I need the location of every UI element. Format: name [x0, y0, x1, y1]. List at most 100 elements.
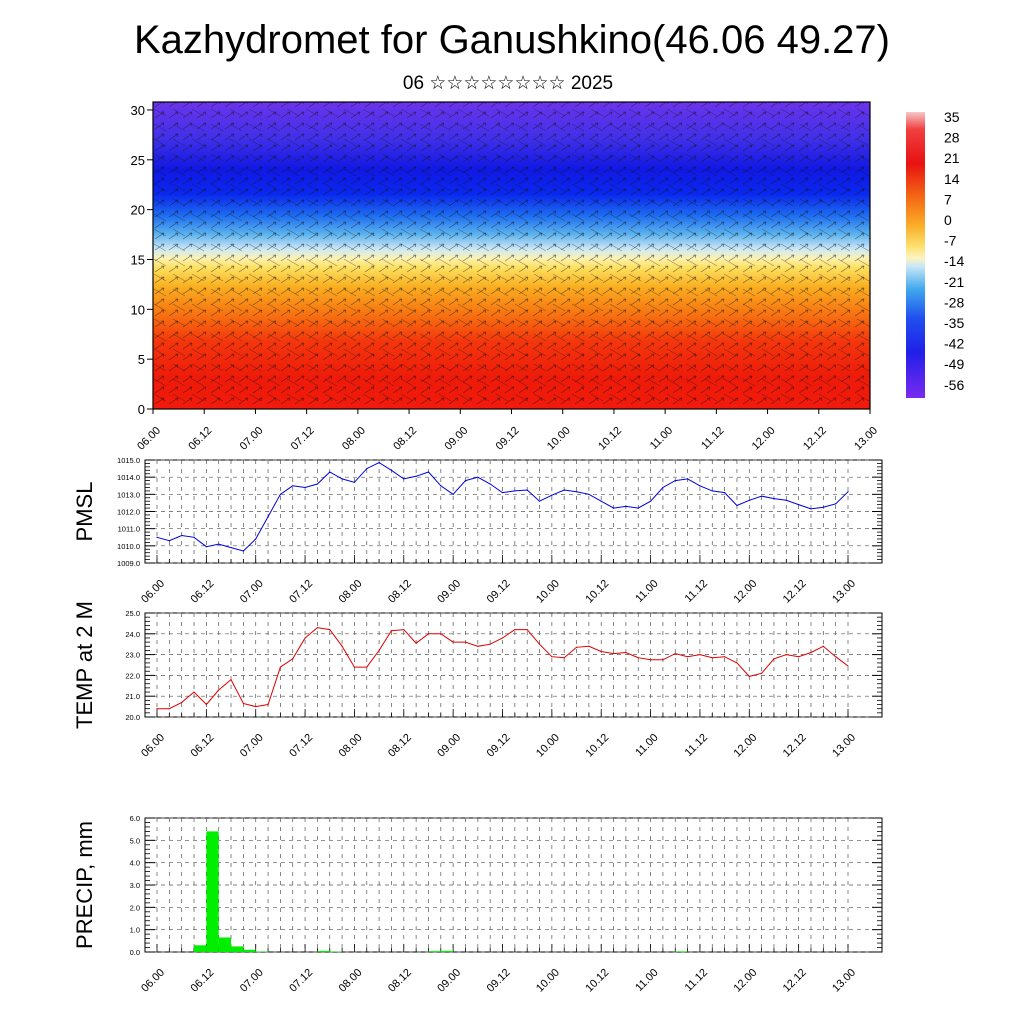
temp-point	[267, 703, 269, 706]
y-axis-title: PRECIP, mm	[72, 821, 97, 949]
y-tick-label: 1012.0	[117, 508, 140, 517]
colorbar: 35 28 21 14 7 0 -7 -14 -21 -28 -35 -42 -49 -56	[906, 109, 964, 398]
pmsl-point	[255, 538, 257, 540]
x-tick-label: 11.12	[683, 732, 710, 759]
temp-point	[168, 708, 170, 710]
pmsl-point	[279, 493, 281, 495]
temp-point	[822, 645, 824, 647]
y-tick-label: 5.0	[130, 836, 140, 845]
y-axis-title: TEMP at 2 M	[72, 601, 97, 729]
x-tick-label: 08.00	[337, 578, 365, 606]
temp-point	[181, 701, 183, 704]
y-tick-label: 0	[138, 402, 145, 417]
y-tick-label: 25	[131, 153, 145, 168]
temp-point	[205, 703, 207, 706]
temp-point	[810, 651, 812, 654]
precip-bar	[428, 951, 441, 952]
x-tick-label: 08.00	[337, 967, 365, 995]
y-tick-label: 1011.0	[118, 525, 140, 534]
y-tick-label: 2.0	[130, 903, 140, 912]
y-tick-label: 20	[131, 203, 145, 218]
x-tick-label: 06.00	[139, 732, 167, 760]
temp-chart: 20.0 21.0 22.0 23.0 24.0 25.0 06.00 06.12 07.00 0…	[72, 601, 883, 760]
y-tick-label: 21.0	[125, 692, 140, 701]
temp-point	[193, 691, 195, 693]
x-tick-label: 08.00	[340, 425, 368, 453]
x-tick-label: 06.00	[139, 967, 167, 995]
y-tick-label: 0.0	[130, 948, 140, 957]
temp-point	[427, 633, 430, 635]
temp-point	[464, 641, 467, 643]
pmsl-point	[181, 534, 183, 537]
pmsl-point	[785, 499, 787, 501]
colorbar-label: -56	[944, 377, 964, 393]
pmsl-point	[464, 480, 467, 482]
pmsl-point	[390, 469, 393, 471]
precip-bar	[206, 831, 219, 952]
x-tick-label: 09.00	[435, 578, 463, 606]
x-tick-label: 10.00	[545, 425, 573, 453]
x-tick-label: 12.12	[801, 425, 829, 453]
y-tick-label: 23.0	[125, 651, 140, 660]
precip-bar	[675, 951, 688, 952]
temp-point	[674, 652, 676, 655]
temp-point	[415, 642, 417, 644]
pmsl-point	[415, 475, 417, 477]
temp-point	[785, 654, 787, 656]
y-tick-label: 1015.0	[117, 456, 140, 465]
y-tick-label: 1014.0	[117, 473, 140, 482]
temp-point	[600, 650, 602, 653]
y-tick-label: 20.0	[125, 713, 140, 722]
y-tick-label: 30	[131, 103, 145, 118]
pmsl-point	[452, 493, 454, 495]
pmsl-point	[316, 483, 319, 485]
pmsl-point	[427, 471, 430, 473]
colorbar-label: 0	[944, 212, 952, 228]
x-tick-label: 10.00	[534, 967, 562, 995]
colorbar-label: -7	[944, 233, 957, 249]
temp-point	[304, 637, 306, 639]
temp-point	[242, 702, 244, 705]
x-tick-label: 12.12	[781, 732, 809, 760]
temp-point	[353, 666, 356, 668]
x-tick-label: 08.12	[386, 967, 414, 995]
x-tick-label: 12.00	[731, 578, 759, 606]
y-tick-label: 1.0	[130, 926, 140, 935]
temp-point	[724, 656, 726, 658]
x-tick-label: 08.12	[391, 425, 419, 453]
temp-point	[748, 675, 750, 678]
pmsl-point	[736, 504, 738, 507]
x-tick-label: 09.12	[494, 425, 522, 453]
x-tick-label: 06.12	[189, 732, 217, 760]
pmsl-point	[292, 485, 294, 487]
temp-point	[452, 641, 454, 643]
pmsl-point	[761, 495, 763, 497]
y-tick-label: 1013.0	[117, 490, 140, 499]
x-tick-label: 06.12	[186, 425, 214, 453]
colorbar-label: 21	[944, 150, 960, 166]
x-tick-label: 10.00	[534, 732, 562, 760]
x-tick-label: 07.00	[238, 732, 266, 760]
cross-section-plot: 0 5 10 15 20 25 30 06.00 06.12 07.00 07.12 08.00 08.…	[131, 101, 880, 453]
x-tick-label: 10.12	[583, 967, 611, 995]
pmsl-point	[501, 492, 504, 494]
x-tick-label: 09.12	[485, 578, 513, 606]
pmsl-point	[230, 546, 232, 549]
y-tick-label: 15	[131, 252, 145, 267]
colorbar-scale	[906, 112, 925, 398]
x-tick-label: 07.12	[289, 425, 317, 453]
x-tick-label: 13.00	[830, 578, 858, 606]
temp-point	[292, 658, 294, 660]
pmsl-point	[773, 498, 775, 500]
x-tick-label: 08.12	[386, 578, 414, 606]
temp-point	[489, 643, 491, 645]
pmsl-point	[686, 478, 689, 480]
x-tick-label: 11.00	[633, 967, 660, 994]
x-tick-label: 07.00	[238, 425, 266, 453]
x-tick-label: 07.00	[238, 967, 266, 995]
temp-point	[403, 629, 405, 631]
wind-vectors-secondary	[153, 102, 870, 409]
x-tick-label: 06.12	[189, 578, 217, 606]
x-tick-label: 06.00	[135, 425, 163, 453]
